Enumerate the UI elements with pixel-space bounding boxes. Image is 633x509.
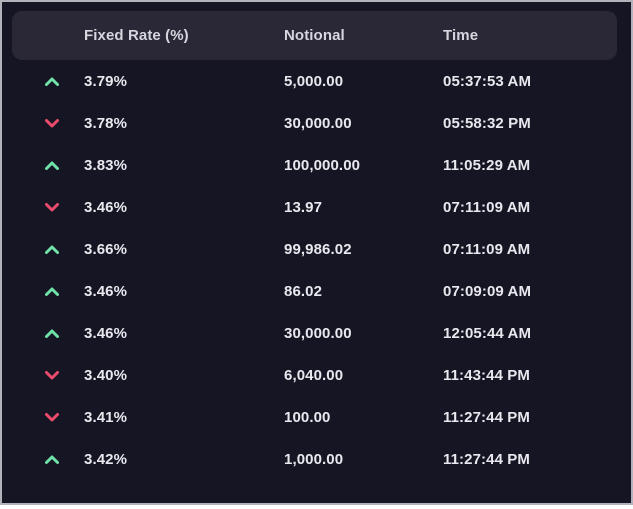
trade-row[interactable]: 3.46% 30,000.00 12:05:44 AM: [2, 312, 631, 354]
chevron-down-icon: [45, 370, 59, 379]
direction-cell: [44, 118, 84, 129]
fixed-rate-value: 3.66%: [84, 240, 128, 258]
chevron-down-icon: [45, 202, 59, 211]
trade-row[interactable]: 3.40% 6,040.00 11:43:44 PM: [2, 354, 631, 396]
fixed-rate-value: 3.41%: [84, 408, 128, 426]
fixed-rate-value: 3.79%: [84, 72, 128, 90]
trade-row[interactable]: 3.83% 100,000.00 11:05:29 AM: [2, 144, 631, 186]
time-value: 11:43:44 PM: [443, 366, 530, 384]
chevron-up-icon: [45, 455, 59, 464]
notional-value: 5,000.00: [284, 72, 344, 90]
fixed-rate-value: 3.46%: [84, 324, 128, 342]
time-value: 05:37:53 AM: [443, 72, 532, 90]
notional-value: 1,000.00: [284, 450, 344, 468]
direction-cell: [44, 286, 84, 297]
direction-cell: [44, 244, 84, 255]
notional-value: 30,000.00: [284, 324, 352, 342]
chevron-up-icon: [45, 329, 59, 338]
fixed-rate-value: 3.78%: [84, 114, 128, 132]
direction-cell: [44, 160, 84, 171]
fixed-rate-value: 3.83%: [84, 156, 128, 174]
time-value: 07:11:09 AM: [443, 198, 531, 216]
table-body: 3.79% 5,000.00 05:37:53 AM 3.78% 30,000.…: [2, 60, 631, 480]
chevron-down-icon: [45, 412, 59, 421]
direction-cell: [44, 328, 84, 339]
notional-value: 6,040.00: [284, 366, 344, 384]
time-value: 07:09:09 AM: [443, 282, 532, 300]
header-time: Time: [443, 27, 479, 44]
fixed-rate-value: 3.46%: [84, 282, 128, 300]
trade-row[interactable]: 3.66% 99,986.02 07:11:09 AM: [2, 228, 631, 270]
time-value: 11:27:44 PM: [443, 408, 530, 426]
chevron-up-icon: [45, 245, 59, 254]
notional-value: 86.02: [284, 282, 323, 300]
notional-value: 100.00: [284, 408, 331, 426]
notional-value: 99,986.02: [284, 240, 352, 258]
trade-row[interactable]: 3.42% 1,000.00 11:27:44 PM: [2, 438, 631, 480]
trade-row[interactable]: 3.46% 13.97 07:11:09 AM: [2, 186, 631, 228]
fixed-rate-value: 3.40%: [84, 366, 128, 384]
table-header: Fixed Rate (%) Notional Time: [12, 11, 617, 60]
direction-cell: [44, 454, 84, 465]
chevron-up-icon: [45, 287, 59, 296]
trade-row[interactable]: 3.46% 86.02 07:09:09 AM: [2, 270, 631, 312]
notional-value: 100,000.00: [284, 156, 361, 174]
chevron-up-icon: [45, 161, 59, 170]
time-value: 05:58:32 PM: [443, 114, 531, 132]
fixed-rate-value: 3.46%: [84, 198, 128, 216]
notional-value: 30,000.00: [284, 114, 352, 132]
trade-row[interactable]: 3.78% 30,000.00 05:58:32 PM: [2, 102, 631, 144]
time-value: 12:05:44 AM: [443, 324, 532, 342]
chevron-down-icon: [45, 118, 59, 127]
chevron-up-icon: [45, 77, 59, 86]
time-value: 11:05:29 AM: [443, 156, 531, 174]
time-value: 11:27:44 PM: [443, 450, 530, 468]
notional-value: 13.97: [284, 198, 323, 216]
header-notional: Notional: [284, 27, 345, 44]
fixed-rate-value: 3.42%: [84, 450, 128, 468]
direction-cell: [44, 370, 84, 381]
direction-cell: [44, 76, 84, 87]
time-value: 07:11:09 AM: [443, 240, 531, 258]
header-fixed-rate: Fixed Rate (%): [84, 27, 189, 44]
direction-cell: [44, 412, 84, 423]
direction-cell: [44, 202, 84, 213]
trade-row[interactable]: 3.41% 100.00 11:27:44 PM: [2, 396, 631, 438]
trade-row[interactable]: 3.79% 5,000.00 05:37:53 AM: [2, 60, 631, 102]
